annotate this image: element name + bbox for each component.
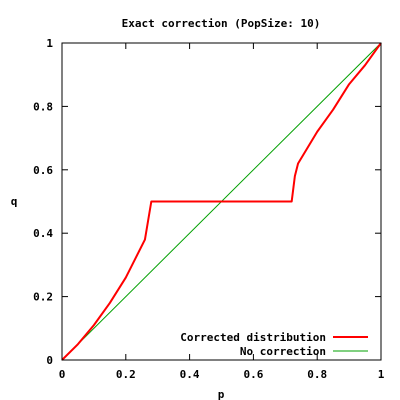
y-tick-label: 0.8 [33, 100, 53, 113]
x-tick-label: 0.8 [307, 368, 327, 381]
x-tick-label: 0.2 [116, 368, 136, 381]
y-tick-label: 0.6 [33, 164, 53, 177]
y-tick-label: 0.4 [33, 227, 53, 240]
legend-label: Corrected distribution [180, 331, 326, 344]
plot-frame [61, 42, 382, 361]
x-tick-label: 0.4 [180, 368, 200, 381]
series-line-corrected-distribution [61, 42, 382, 361]
series-layer [61, 42, 382, 361]
y-axis-label: q [11, 195, 18, 208]
x-axis-label: p [218, 388, 225, 400]
x-tick-label: 0 [59, 368, 66, 381]
y-tick-label: 0.2 [33, 291, 53, 304]
y-tick-label: 1 [46, 37, 53, 50]
chart-title: Exact correction (PopSize: 10) [122, 17, 321, 30]
y-tick-label: 0 [46, 354, 53, 367]
legend-label: No correction [240, 345, 326, 358]
x-tick-label: 1 [378, 368, 385, 381]
x-tick-label: 0.6 [243, 368, 263, 381]
